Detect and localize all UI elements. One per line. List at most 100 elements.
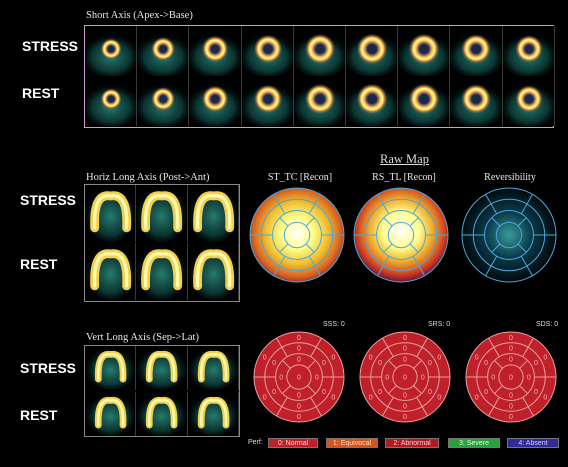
segment-score: 0 (403, 392, 407, 399)
sa-rest-slice (398, 76, 451, 126)
segment-score: 0 (428, 389, 432, 396)
segment-score: 0 (297, 392, 301, 399)
segment-score: 0 (297, 346, 301, 353)
vla-rest-slice (85, 392, 137, 436)
raw-map-title: Raw Map (380, 152, 429, 166)
polar-divider (412, 255, 420, 267)
segment-score: 0 (421, 375, 425, 382)
polar-divider (488, 337, 495, 348)
polar-divider (278, 255, 286, 267)
polar-divider (377, 265, 384, 276)
polar-ring (283, 221, 311, 249)
sa-rest-slice (502, 76, 555, 126)
polar-divider (382, 406, 389, 417)
polar-divider (276, 406, 283, 417)
polar-divider (278, 203, 286, 215)
segment-score: 0 (322, 389, 326, 396)
sa-stress-slice (189, 26, 242, 76)
segment-score: 0 (543, 394, 547, 401)
polar-divider (527, 337, 534, 348)
map-title-rs-tl: RS_TL [Recon] (372, 172, 436, 183)
map-title-st-tc: ST_TC [Recon] (267, 172, 333, 183)
polar-divider (493, 397, 500, 407)
vla-rest-slice (136, 392, 188, 436)
vla-rest-label: REST (20, 407, 58, 423)
segment-score: 0 (491, 375, 495, 382)
polar-base (462, 188, 556, 282)
srs-score: SRS: 0 (428, 321, 451, 328)
sa-rest-slice (85, 76, 138, 126)
segment-score: 0 (331, 394, 335, 401)
sa-stress-slice (346, 26, 399, 76)
polar-divider (409, 243, 419, 253)
vla-stress-label: STRESS (20, 360, 77, 376)
polar-ring (275, 353, 323, 401)
sa-rest-slice (137, 76, 190, 126)
segment-score: 0 (272, 389, 276, 396)
polar-divider (382, 255, 390, 267)
polar-divider (305, 243, 315, 253)
polar-divider (413, 385, 422, 394)
segment-score: 0 (272, 360, 276, 367)
segment-score: 0 (315, 375, 319, 382)
segment-score: 0 (297, 414, 301, 421)
polar-map-reversibility (461, 187, 557, 283)
polar-map-st-tc (249, 187, 345, 283)
sa-rest-slice (293, 76, 346, 126)
polar-divider (388, 360, 397, 369)
polar-divider (282, 385, 291, 394)
polar-divider (412, 203, 420, 215)
polar-divider (485, 194, 492, 205)
segment-score: 0 (509, 335, 513, 342)
polar-divider (377, 194, 384, 205)
polar-divider (273, 265, 280, 276)
polar-divider (413, 360, 422, 369)
segment-score: 0 (403, 357, 407, 364)
hla-stress-slice (85, 185, 137, 242)
segment-score: 0 (322, 360, 326, 367)
legend-item: 3: Severe (448, 438, 500, 448)
legend-item: 4: Absent (507, 438, 559, 448)
hla-rest-label: REST (20, 256, 58, 272)
segment-score: 0 (534, 360, 538, 367)
polar-divider (416, 347, 423, 357)
sa-rest-slice (189, 76, 242, 126)
segment-score: 0 (297, 403, 301, 410)
polar-ring (286, 364, 312, 390)
polar-divider (491, 217, 501, 227)
polar-divider (517, 243, 527, 253)
segment-score: 0 (297, 335, 301, 342)
polar-divider (282, 360, 291, 369)
vla-rest-slice (187, 392, 239, 436)
polar-divider (418, 194, 425, 205)
segment-score: 0 (263, 355, 267, 362)
polar-divider (490, 203, 498, 215)
polar-divider (382, 203, 390, 215)
segment-score: 0 (527, 375, 531, 382)
polar-divider (314, 194, 321, 205)
sa-stress-slice (137, 26, 190, 76)
sa-stress-slice (398, 26, 451, 76)
polar-divider (520, 203, 528, 215)
polar-divider (308, 203, 316, 215)
segment-score: 0 (437, 355, 441, 362)
perf-legend-label: Perf: (248, 439, 263, 446)
polar-divider (522, 347, 529, 357)
polar-divider (520, 255, 528, 267)
polar-ring (381, 353, 429, 401)
vla-stress-slice (187, 346, 239, 390)
polar-divider (307, 360, 316, 369)
polar-divider (485, 265, 492, 276)
segment-score: 0 (263, 394, 267, 401)
polar-divider (279, 217, 289, 227)
sa-rest-slice (346, 76, 399, 126)
polar-divider (527, 406, 534, 417)
map-title-reversibility: Reversibility (484, 172, 536, 183)
sa-stress-slice (450, 26, 503, 76)
polar-base (466, 332, 556, 422)
polar-divider (273, 194, 280, 205)
vert-long-axis-title: Vert Long Axis (Sep->Lat) (86, 332, 199, 343)
